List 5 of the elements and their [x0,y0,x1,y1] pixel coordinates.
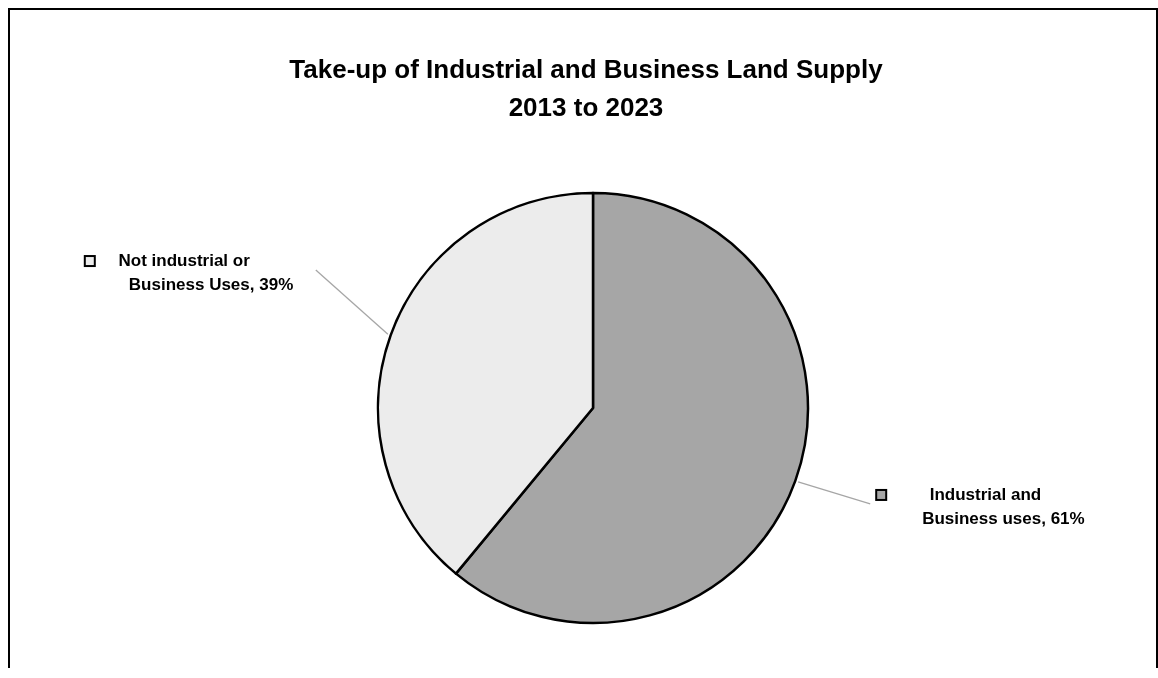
chart-title: Take-up of Industrial and Business Land Supply 2013 to 2023 [289,54,884,122]
data-label: , 61% [1041,508,1085,528]
data-label: , 39% [249,275,294,295]
legend-label: Not industrial or Business Uses [118,251,251,295]
legend-label: Industrial and Business uses [922,484,1042,528]
